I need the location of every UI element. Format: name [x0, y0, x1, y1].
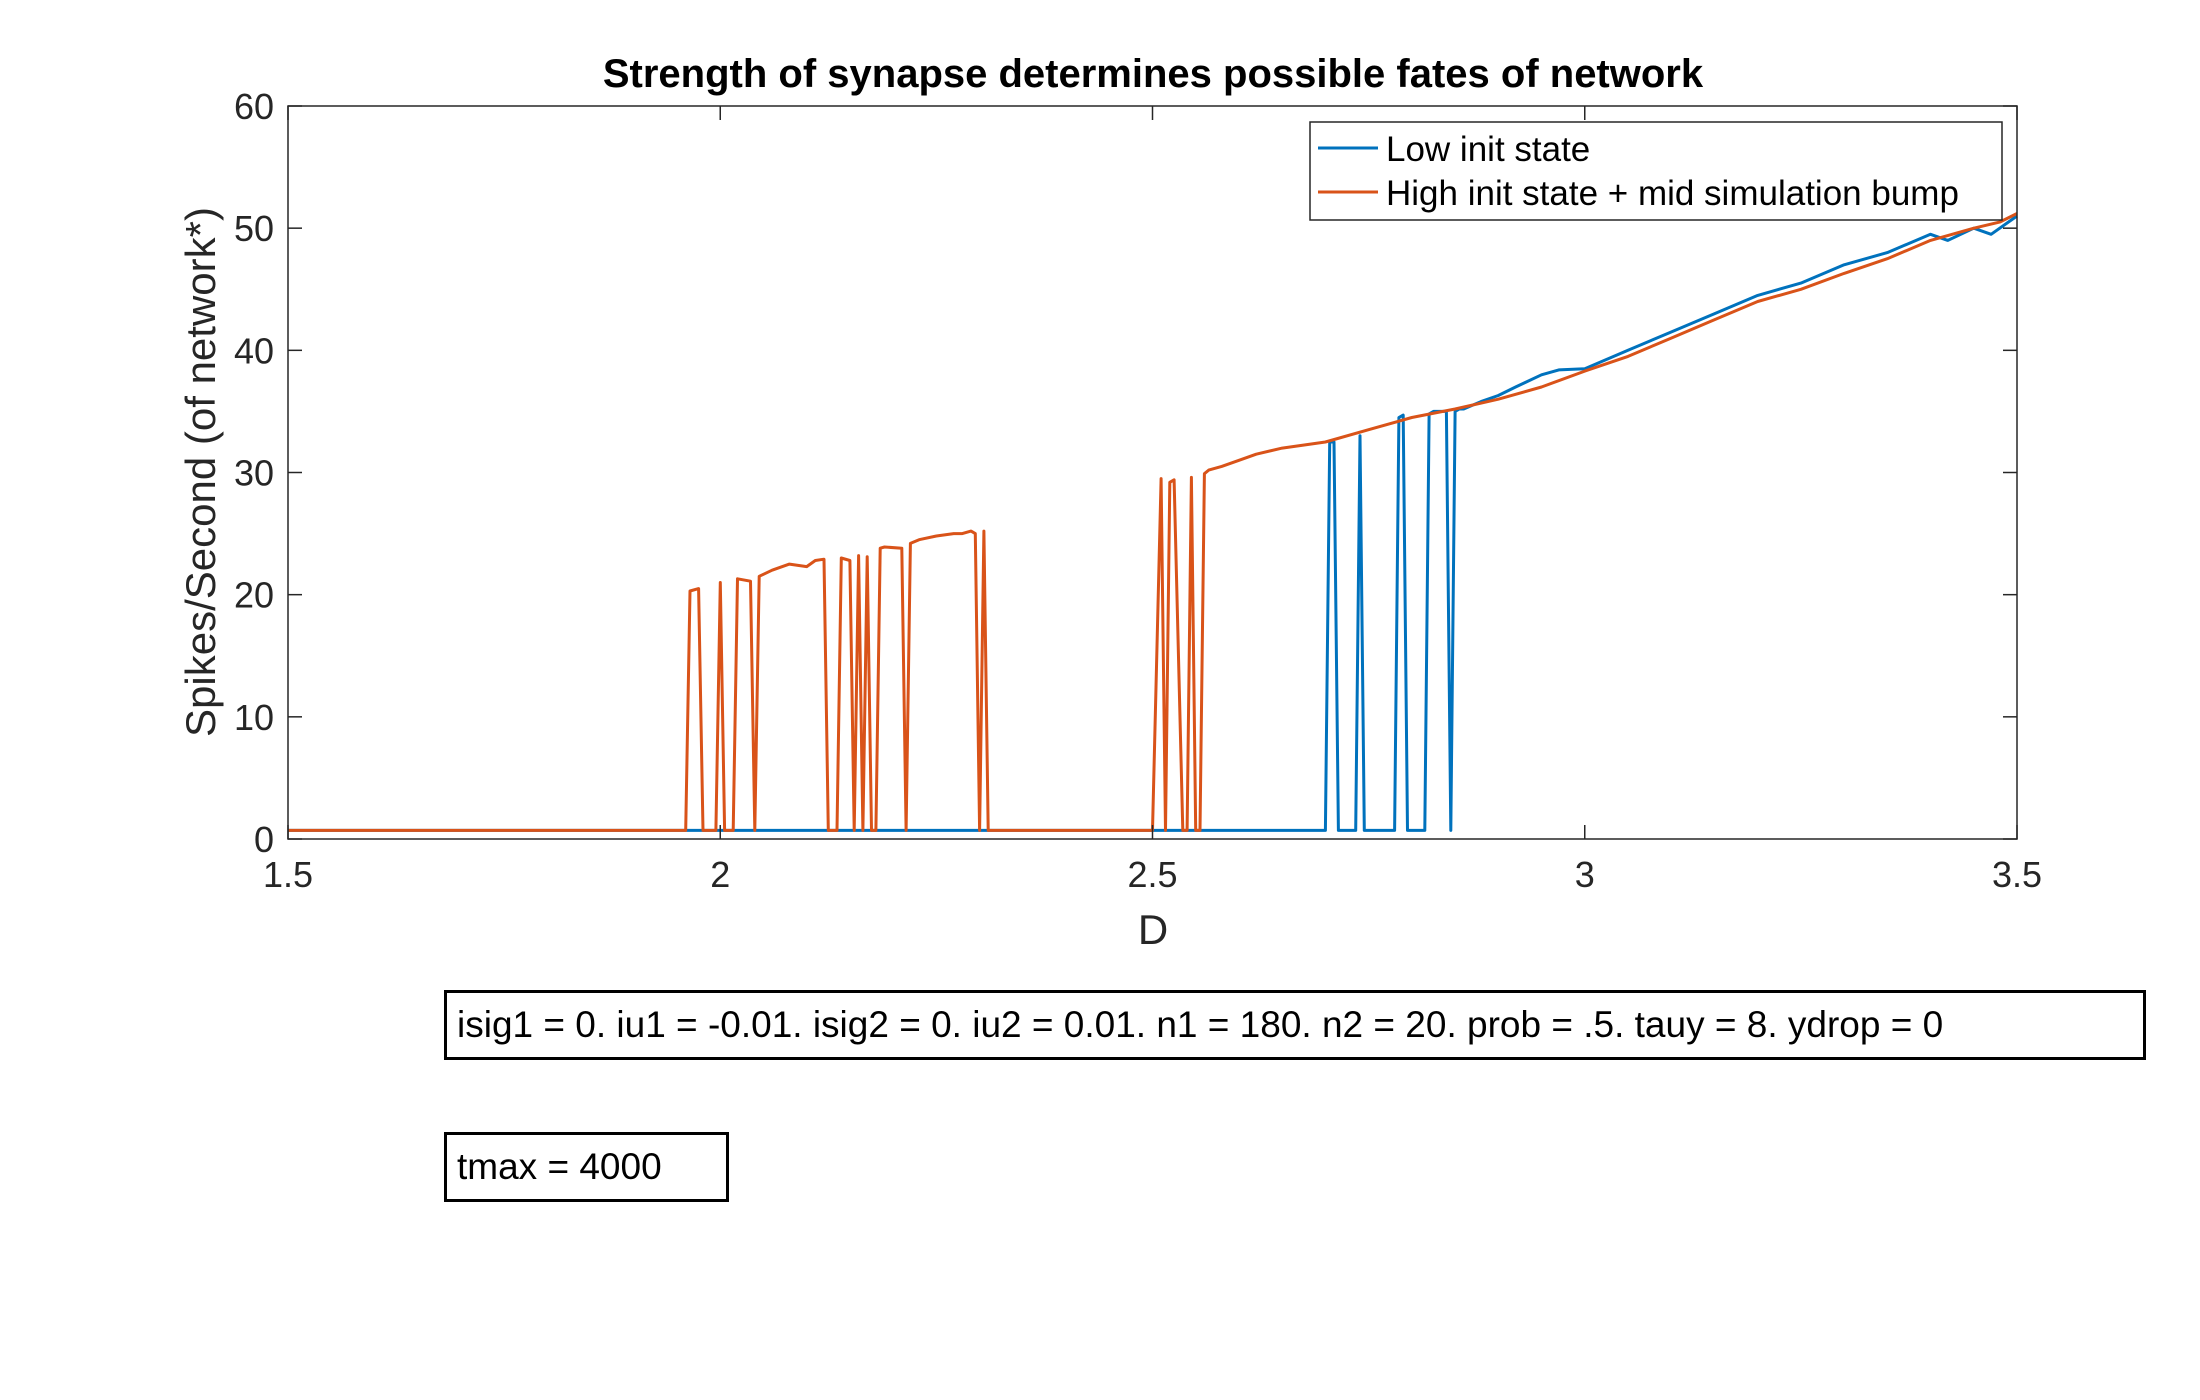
y-tick-label: 20: [234, 575, 274, 616]
y-tick-label: 60: [234, 86, 274, 127]
y-tick-label: 50: [234, 208, 274, 249]
x-tick-label: 2.5: [1127, 854, 1177, 895]
y-tick-label: 40: [234, 330, 274, 371]
parameters-annotation: isig1 = 0. iu1 = -0.01. isig2 = 0. iu2 =…: [444, 990, 2146, 1060]
chart-title: Strength of synapse determines possible …: [603, 52, 1704, 96]
legend-entry-high: High init state + mid simulation bump: [1386, 174, 1959, 213]
series-line-0: [288, 214, 2018, 832]
x-tick-label: 1.5: [263, 854, 313, 895]
legend-box: [1309, 121, 2003, 221]
x-axis-label: D: [1138, 906, 1168, 953]
y-axis-label: Spikes/Second (of network*): [177, 207, 224, 737]
y-tick-label: 10: [234, 697, 274, 738]
y-axis-ticks: 0 10 20 30 40 50 60: [234, 86, 2017, 860]
x-tick-label: 3.5: [1992, 854, 2042, 895]
legend-entry-low: Low init state: [1386, 130, 1590, 169]
x-tick-label: 2: [710, 854, 730, 895]
plot-lines: [288, 212, 2018, 832]
tmax-annotation: tmax = 4000: [444, 1132, 729, 1202]
x-tick-label: 3: [1575, 854, 1595, 895]
legend: Low init state High init state + mid sim…: [1309, 121, 2003, 221]
series-line-1: [288, 212, 2018, 832]
y-tick-label: 30: [234, 453, 274, 494]
x-axis-ticks: 1.5 2 2.5 3 3.5: [263, 106, 2042, 895]
y-tick-label: 0: [254, 819, 274, 860]
